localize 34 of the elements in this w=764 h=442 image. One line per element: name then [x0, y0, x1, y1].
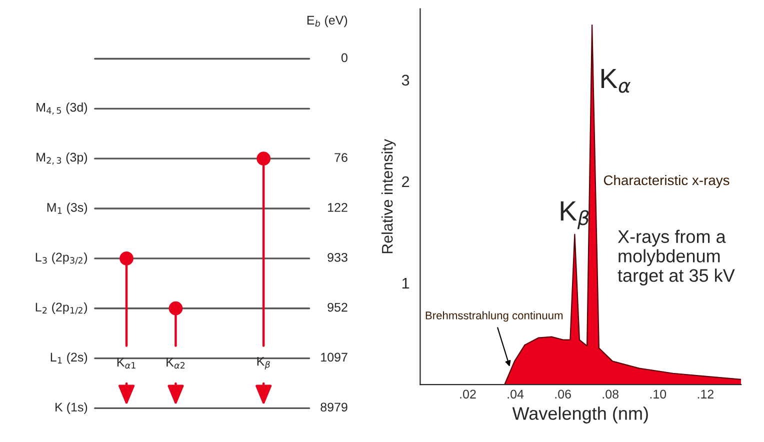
category-label: L$_{2}$ (2p$_{1/2}$): [36, 302, 87, 314]
x-tick-label: .06: [555, 390, 571, 399]
x-axis-title: Wavelength (nm): [512, 406, 648, 424]
data-label: 0: [341, 53, 348, 62]
x-tick-label: .12: [698, 390, 714, 398]
text: E$_{b}$ (eV): [307, 15, 348, 28]
y-tick-label: 1: [402, 278, 410, 289]
category-label: M$_{4,5}$ (3d): [36, 102, 88, 115]
annotation: Brehmsstrahlung continuum: [426, 311, 563, 322]
y-axis-title: Relative intensity: [381, 138, 396, 254]
annotation: Characteristic x-rays: [604, 174, 730, 188]
annotation: K$_{α}$: [601, 68, 631, 93]
category-label: K (1s): [56, 402, 88, 414]
category-label: M$_{2,3}$ (3p): [36, 152, 88, 165]
y-tick-label: 3: [402, 74, 410, 86]
x-tick-label: .02: [460, 390, 476, 399]
annotation: X-rays from a molybdenum target at 35 kV: [618, 230, 735, 286]
data-label: 933: [328, 252, 348, 262]
y-tick-label: 2: [402, 176, 410, 187]
text: K$_{β}$: [257, 357, 270, 370]
annotation: K$_{β}$: [560, 201, 589, 230]
category-label: M$_{1}$ (3s): [47, 202, 88, 214]
x-tick-label: .04: [508, 390, 524, 399]
category-label: L$_{3}$ (2p$_{3/2}$): [36, 252, 87, 264]
data-label: 952: [328, 302, 348, 312]
x-tick-label: .10: [650, 390, 666, 399]
text: K$_{α2}$: [166, 358, 185, 369]
text: K$_{α1}$: [117, 358, 136, 369]
x-tick-label: .08: [602, 390, 618, 399]
data-label: 1097: [321, 352, 348, 362]
data-label: 122: [328, 203, 348, 212]
data-label: 76: [334, 153, 348, 162]
category-label: L$_{1}$ (2s): [50, 352, 88, 364]
data-label: 8979: [320, 402, 348, 412]
